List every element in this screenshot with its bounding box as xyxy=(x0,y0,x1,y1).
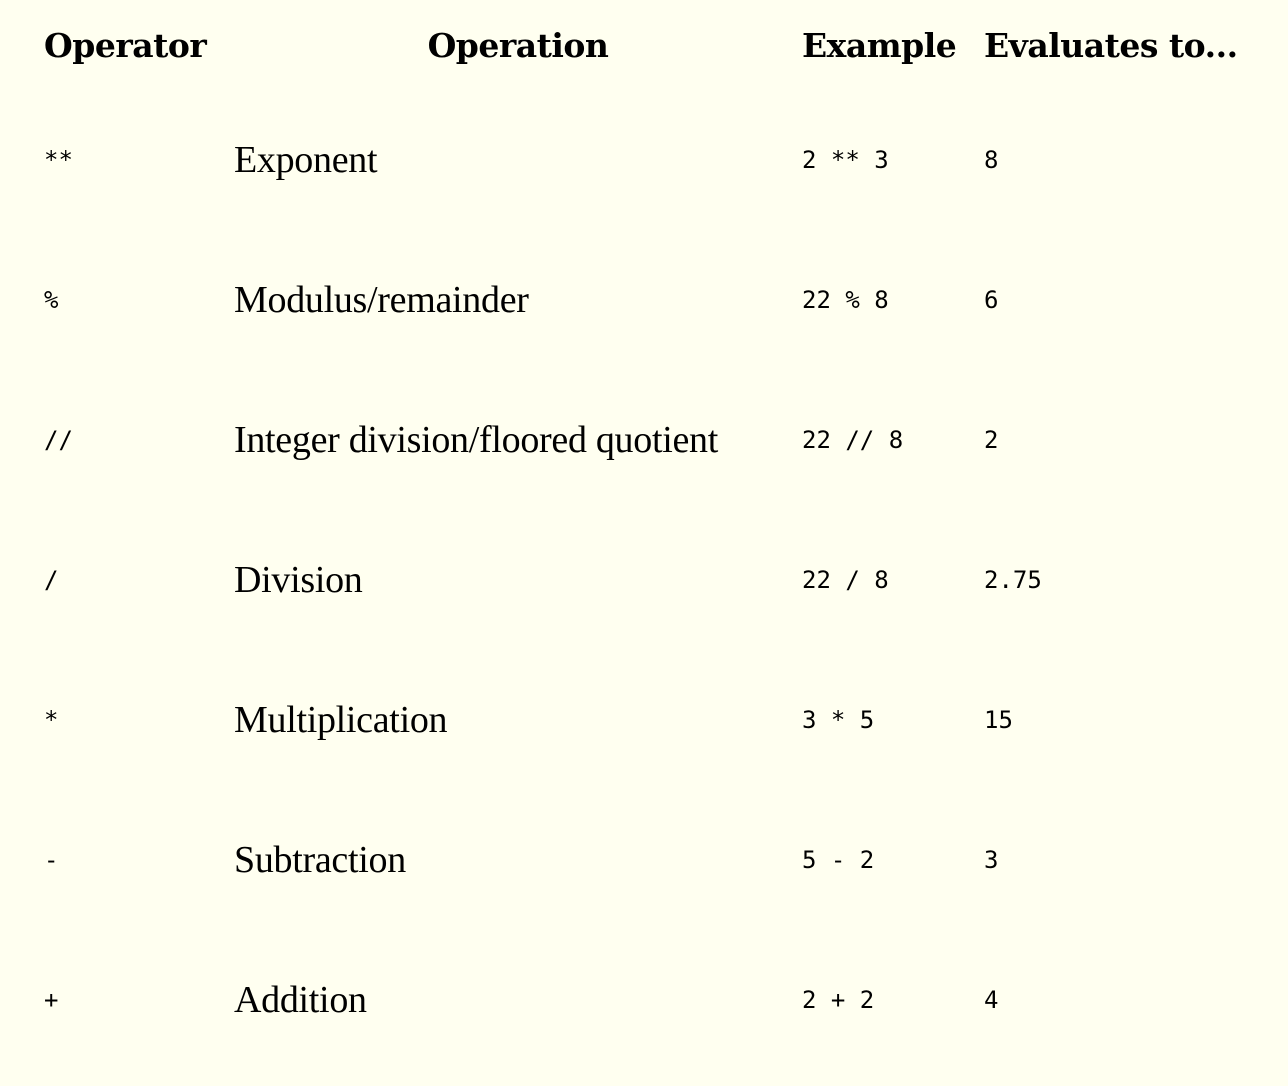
operator-cell: - xyxy=(44,846,59,874)
result-cell: 15 xyxy=(984,706,1013,734)
result-cell: 4 xyxy=(984,986,999,1014)
operation-cell: Exponent xyxy=(234,139,378,181)
result-cell: 2 xyxy=(984,426,999,454)
header-operator: Operator xyxy=(44,25,207,65)
example-cell: 2 + 2 xyxy=(802,986,875,1014)
table-header: Operator Operation Example Evaluates to.… xyxy=(44,0,1284,90)
header-evaluates-to: Evaluates to... xyxy=(984,25,1238,65)
operator-cell: / xyxy=(44,566,59,594)
operator-cell: + xyxy=(44,986,59,1014)
operation-cell: Integer division/floored quotient xyxy=(234,419,718,461)
table-row: + Addition 2 + 2 4 xyxy=(44,930,1284,1070)
operator-cell: ** xyxy=(44,146,73,174)
example-cell: 2 ** 3 xyxy=(802,146,889,174)
operation-cell: Multiplication xyxy=(234,699,448,741)
table-body: ** Exponent 2 ** 3 8 % Modulus/remainder… xyxy=(44,90,1284,1070)
table-row: // Integer division/floored quotient 22 … xyxy=(44,370,1284,510)
table-row: * Multiplication 3 * 5 15 xyxy=(44,650,1284,790)
result-cell: 8 xyxy=(984,146,999,174)
operation-cell: Modulus/remainder xyxy=(234,279,529,321)
header-row: Operator Operation Example Evaluates to.… xyxy=(44,0,1284,90)
table-row: % Modulus/remainder 22 % 8 6 xyxy=(44,230,1284,370)
header-operation: Operation xyxy=(427,25,609,65)
header-example: Example xyxy=(802,25,957,65)
table-row: / Division 22 / 8 2.75 xyxy=(44,510,1284,650)
operation-cell: Addition xyxy=(234,979,367,1021)
operator-cell: % xyxy=(44,286,59,314)
operator-cell: * xyxy=(44,706,59,734)
result-cell: 3 xyxy=(984,846,999,874)
table-row: - Subtraction 5 - 2 3 xyxy=(44,790,1284,930)
operation-cell: Subtraction xyxy=(234,839,406,881)
table-row: ** Exponent 2 ** 3 8 xyxy=(44,90,1284,230)
example-cell: 22 // 8 xyxy=(802,426,904,454)
operator-cell: // xyxy=(44,426,73,454)
example-cell: 5 - 2 xyxy=(802,846,875,874)
operators-table: Operator Operation Example Evaluates to.… xyxy=(44,0,1284,1070)
example-cell: 22 % 8 xyxy=(802,286,889,314)
operation-cell: Division xyxy=(234,559,363,601)
result-cell: 6 xyxy=(984,286,999,314)
example-cell: 22 / 8 xyxy=(802,566,889,594)
result-cell: 2.75 xyxy=(984,566,1042,594)
example-cell: 3 * 5 xyxy=(802,706,875,734)
